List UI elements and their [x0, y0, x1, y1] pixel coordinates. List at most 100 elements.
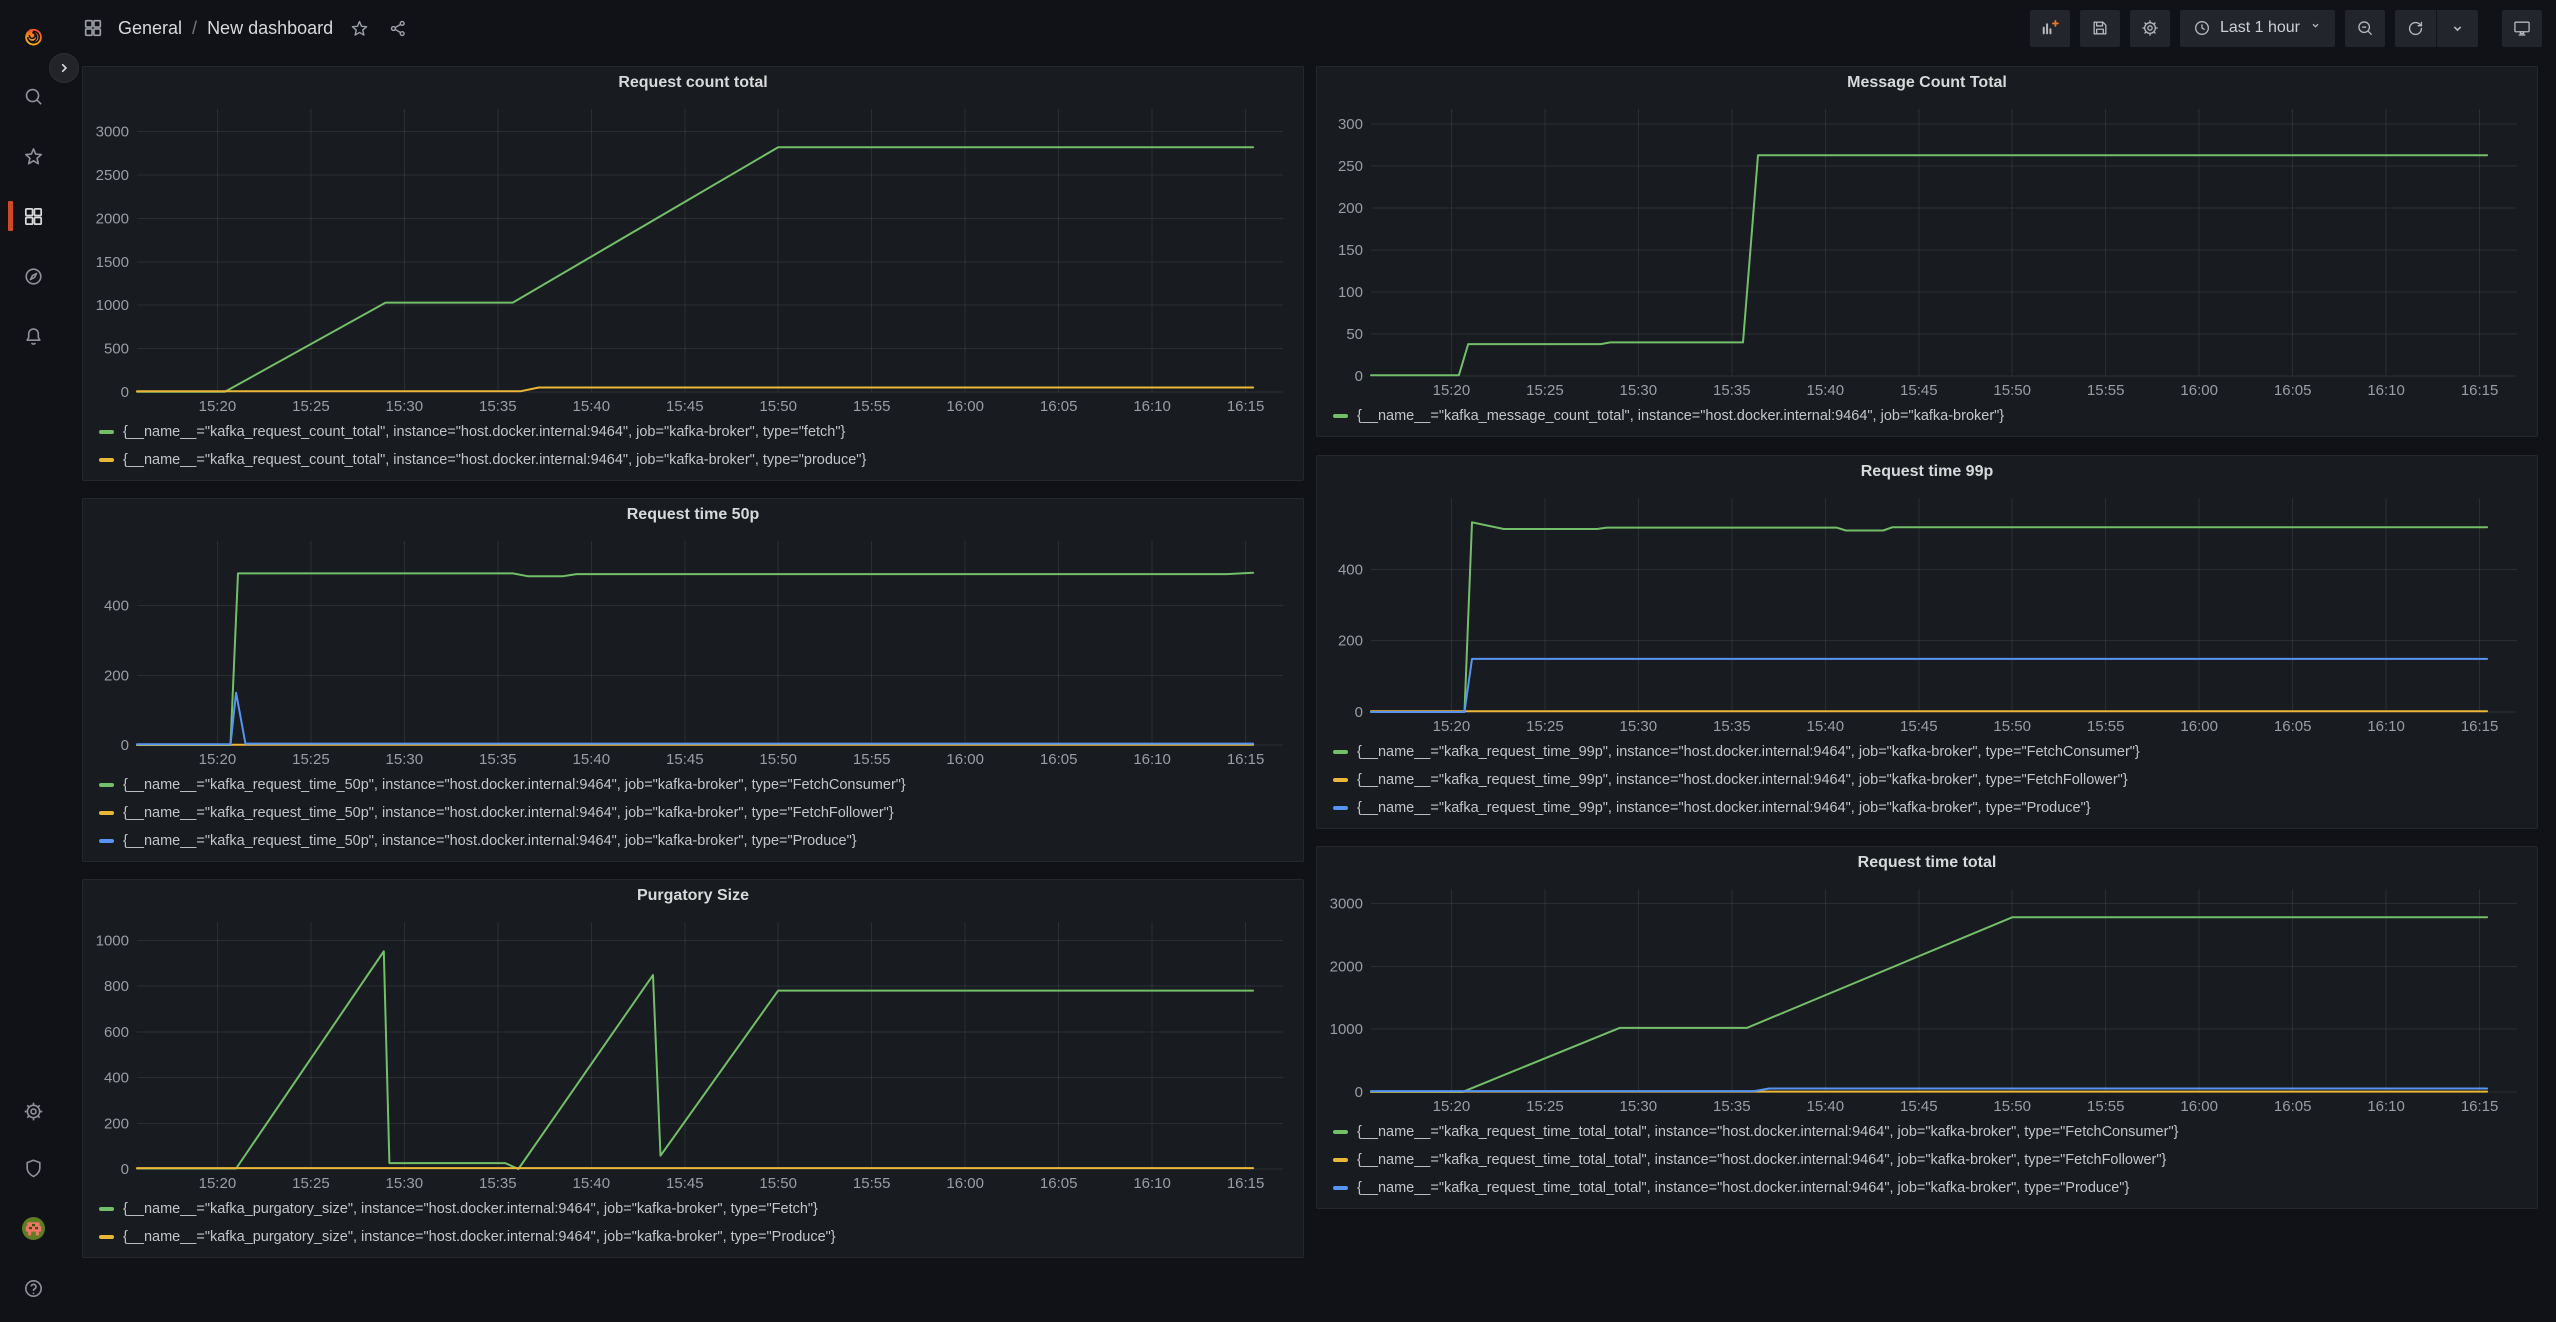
svg-text:15:30: 15:30 — [386, 1175, 424, 1192]
legend-item[interactable]: {__name__="kafka_request_time_total_tota… — [1333, 1118, 2529, 1146]
svg-text:15:45: 15:45 — [1900, 718, 1938, 735]
svg-text:400: 400 — [104, 598, 129, 615]
svg-text:15:45: 15:45 — [666, 751, 704, 768]
svg-text:16:05: 16:05 — [1040, 1175, 1078, 1192]
svg-text:0: 0 — [1355, 1084, 1363, 1101]
legend-label: {__name__="kafka_request_time_total_tota… — [1357, 1124, 2178, 1140]
svg-text:15:40: 15:40 — [573, 398, 611, 415]
svg-text:15:30: 15:30 — [1620, 718, 1658, 735]
svg-text:0: 0 — [121, 737, 129, 754]
series-color-swatch — [1333, 750, 1348, 754]
svg-text:16:00: 16:00 — [946, 751, 984, 768]
time-series-chart[interactable]: 0200400600800100015:2015:2515:3015:3515:… — [91, 912, 1295, 1195]
legend-item[interactable]: {__name__="kafka_message_count_total", i… — [1333, 402, 2529, 430]
svg-text:100: 100 — [1338, 284, 1363, 301]
sidebar-item-explore[interactable] — [0, 264, 66, 288]
svg-text:15:45: 15:45 — [666, 1175, 704, 1192]
svg-text:15:25: 15:25 — [292, 1175, 330, 1192]
svg-text:15:50: 15:50 — [759, 1175, 797, 1192]
svg-text:15:25: 15:25 — [292, 398, 330, 415]
legend-item[interactable]: {__name__="kafka_request_time_99p", inst… — [1333, 794, 2529, 822]
sidebar-item-starred[interactable] — [0, 144, 66, 168]
svg-text:150: 150 — [1338, 242, 1363, 259]
svg-text:15:50: 15:50 — [1993, 382, 2031, 399]
legend-item[interactable]: {__name__="kafka_request_count_total", i… — [99, 418, 1295, 446]
svg-text:15:45: 15:45 — [1900, 1098, 1938, 1115]
legend-item[interactable]: {__name__="kafka_request_time_99p", inst… — [1333, 766, 2529, 794]
legend-item[interactable]: {__name__="kafka_purgatory_size", instan… — [99, 1195, 1295, 1223]
legend: {__name__="kafka_purgatory_size", instan… — [83, 1195, 1303, 1257]
time-series-chart[interactable]: 010002000300015:2015:2515:3015:3515:4015… — [1325, 879, 2529, 1118]
svg-text:15:35: 15:35 — [479, 751, 517, 768]
user-avatar[interactable] — [0, 1213, 66, 1243]
legend-item[interactable]: {__name__="kafka_request_time_99p", inst… — [1333, 738, 2529, 766]
series-color-swatch — [99, 811, 114, 815]
svg-text:16:15: 16:15 — [1227, 751, 1265, 768]
legend-label: {__name__="kafka_request_time_50p", inst… — [123, 805, 894, 821]
panel: Request time 50p 020040015:2015:2515:301… — [82, 498, 1304, 862]
sidebar-item-search[interactable] — [0, 84, 66, 108]
sidebar-item-dashboards[interactable] — [0, 204, 66, 228]
svg-text:15:50: 15:50 — [759, 751, 797, 768]
time-series-chart[interactable]: 020040015:2015:2515:3015:3515:4015:4515:… — [91, 531, 1295, 771]
legend-label: {__name__="kafka_request_time_99p", inst… — [1357, 744, 2140, 760]
grafana-logo-icon — [22, 25, 45, 48]
legend-label: {__name__="kafka_request_count_total", i… — [123, 452, 866, 468]
time-series-chart[interactable]: 05001000150020002500300015:2015:2515:301… — [91, 99, 1295, 418]
legend: {__name__="kafka_request_count_total", i… — [83, 418, 1303, 480]
grafana-logo[interactable] — [0, 14, 66, 58]
panel-title[interactable]: Request count total — [618, 74, 767, 92]
svg-text:15:55: 15:55 — [2087, 382, 2125, 399]
svg-text:16:00: 16:00 — [2180, 718, 2218, 735]
dashboard-grid: Request count total 05001000150020002500… — [0, 0, 2556, 1322]
svg-text:15:50: 15:50 — [1993, 718, 2031, 735]
svg-text:16:10: 16:10 — [1133, 1175, 1171, 1192]
time-series-chart[interactable]: 020040015:2015:2515:3015:3515:4015:4515:… — [1325, 488, 2529, 738]
sidebar-item-server-admin[interactable] — [0, 1156, 66, 1180]
legend-item[interactable]: {__name__="kafka_purgatory_size", instan… — [99, 1223, 1295, 1251]
svg-text:15:40: 15:40 — [573, 1175, 611, 1192]
svg-text:2000: 2000 — [1330, 958, 1363, 975]
svg-text:15:45: 15:45 — [1900, 382, 1938, 399]
legend-item[interactable]: {__name__="kafka_request_time_50p", inst… — [99, 771, 1295, 799]
svg-text:15:40: 15:40 — [1807, 718, 1845, 735]
sidebar-item-help[interactable] — [0, 1276, 66, 1300]
svg-text:16:10: 16:10 — [1133, 398, 1171, 415]
legend-item[interactable]: {__name__="kafka_request_time_50p", inst… — [99, 827, 1295, 855]
sidebar-item-configuration[interactable] — [0, 1099, 66, 1123]
series-color-swatch — [99, 783, 114, 787]
svg-text:0: 0 — [121, 1161, 129, 1178]
panel-title[interactable]: Request time 99p — [1861, 463, 1993, 481]
svg-text:16:10: 16:10 — [2367, 1098, 2405, 1115]
svg-text:15:55: 15:55 — [853, 398, 891, 415]
svg-text:15:20: 15:20 — [1433, 1098, 1471, 1115]
panel: Message Count Total 05010015020025030015… — [1316, 66, 2538, 437]
time-series-chart[interactable]: 05010015020025030015:2015:2515:3015:3515… — [1325, 99, 2529, 402]
panel-title[interactable]: Purgatory Size — [637, 887, 749, 905]
svg-text:15:55: 15:55 — [2087, 718, 2125, 735]
svg-text:15:25: 15:25 — [1526, 718, 1564, 735]
panel-header: Request time 50p — [83, 499, 1303, 531]
legend-item[interactable]: {__name__="kafka_request_time_total_tota… — [1333, 1174, 2529, 1202]
sidebar-item-alerting[interactable] — [0, 324, 66, 348]
svg-text:200: 200 — [1338, 633, 1363, 650]
legend-label: {__name__="kafka_request_time_total_tota… — [1357, 1180, 2129, 1196]
legend-item[interactable]: {__name__="kafka_request_time_total_tota… — [1333, 1146, 2529, 1174]
legend-item[interactable]: {__name__="kafka_request_count_total", i… — [99, 446, 1295, 474]
legend-item[interactable]: {__name__="kafka_request_time_50p", inst… — [99, 799, 1295, 827]
svg-text:16:15: 16:15 — [2461, 1098, 2499, 1115]
panel-header: Request time total — [1317, 847, 2537, 879]
gear-icon — [22, 1100, 45, 1123]
svg-text:500: 500 — [104, 341, 129, 358]
panel-title[interactable]: Message Count Total — [1847, 74, 2007, 92]
svg-text:2000: 2000 — [96, 210, 129, 227]
panel-title[interactable]: Request time 50p — [627, 506, 759, 524]
series-color-swatch — [1333, 1158, 1348, 1162]
panel-title[interactable]: Request time total — [1858, 854, 1997, 872]
svg-text:400: 400 — [1338, 561, 1363, 578]
svg-text:15:20: 15:20 — [199, 398, 237, 415]
panel-plot-area: 010002000300015:2015:2515:3015:3515:4015… — [1317, 879, 2537, 1118]
chevron-right-icon — [56, 60, 72, 76]
panel: Purgatory Size 0200400600800100015:2015:… — [82, 879, 1304, 1258]
sidebar-expand-button[interactable] — [49, 53, 79, 83]
